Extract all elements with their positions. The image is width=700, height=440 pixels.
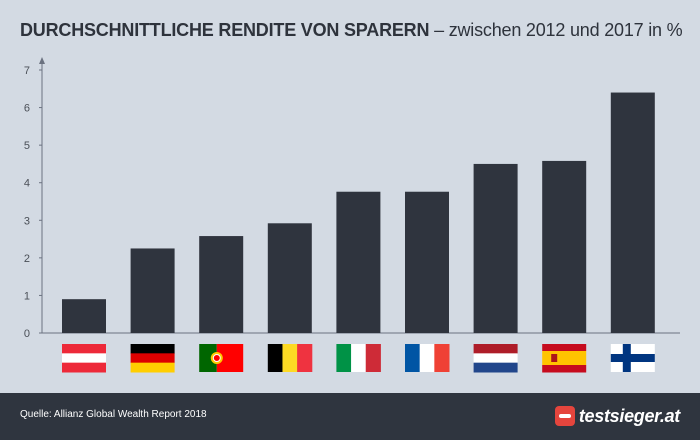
y-tick-label: 3 (24, 215, 30, 227)
source-note: Quelle: Allianz Global Wealth Report 201… (20, 409, 207, 420)
footer-bar: Quelle: Allianz Global Wealth Report 201… (0, 393, 700, 440)
belgium-flag-icon (268, 344, 313, 372)
bar-belgium (268, 223, 312, 333)
spain-flag-icon (542, 344, 586, 373)
y-tick-label: 7 (24, 65, 30, 77)
testsieger-logo-icon (555, 406, 575, 426)
y-tick-label: 6 (24, 103, 30, 115)
y-tick-label: 5 (24, 140, 30, 152)
bar-chart: 0 1 2 3 4 5 6 7 (0, 0, 700, 393)
germany-flag-icon (131, 344, 175, 373)
netherlands-flag-icon (474, 344, 518, 373)
austria-flag-icon (62, 344, 106, 373)
y-tick-label: 0 (24, 328, 30, 340)
chart-page: DURCHSCHNITTLICHE RENDITE VON SPARERN – … (0, 0, 700, 440)
portugal-flag-icon (199, 344, 243, 372)
finland-flag-icon (611, 344, 655, 372)
bar-portugal (199, 236, 243, 333)
y-tick-label: 4 (24, 178, 30, 190)
y-tick-label: 2 (24, 253, 30, 265)
y-tick-label: 1 (24, 290, 30, 302)
y-axis-arrow-icon (39, 57, 45, 64)
france-flag-icon (405, 344, 450, 372)
bar-italy (336, 192, 380, 333)
testsieger-logo: testsieger.at (555, 404, 680, 428)
bar-finland (611, 93, 655, 333)
bar-austria (62, 299, 106, 333)
bar-netherlands (474, 164, 518, 333)
italy-flag-icon (336, 344, 381, 372)
bar-france (405, 192, 449, 333)
bar-germany (131, 248, 175, 333)
testsieger-logo-text: testsieger.at (579, 406, 680, 427)
bar-spain (542, 161, 586, 333)
